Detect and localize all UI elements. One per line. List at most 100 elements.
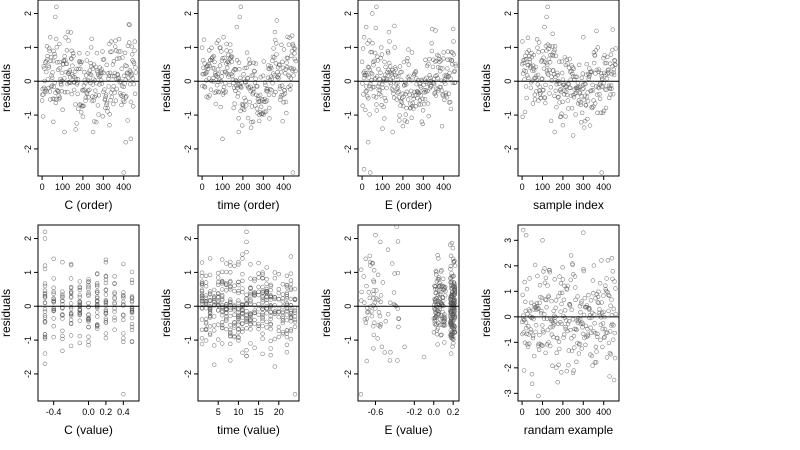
- data-point: [103, 94, 108, 99]
- x-tick-label: 100: [55, 182, 70, 192]
- data-point: [520, 292, 525, 298]
- data-point: [572, 345, 577, 350]
- x-tick-label: 200: [235, 182, 250, 192]
- data-point: [203, 284, 209, 289]
- data-point: [536, 347, 542, 352]
- data-point: [402, 344, 407, 349]
- data-point: [64, 48, 70, 53]
- data-point: [571, 368, 576, 373]
- data-point: [94, 50, 100, 56]
- data-point: [592, 360, 598, 365]
- data-point: [605, 54, 610, 60]
- data-point: [606, 293, 612, 298]
- data-point: [540, 323, 545, 328]
- data-point: [280, 314, 285, 319]
- data-point: [371, 332, 376, 338]
- data-point: [557, 290, 563, 296]
- data-point: [566, 106, 571, 111]
- data-point: [543, 82, 548, 88]
- data-point: [121, 317, 126, 322]
- data-point: [555, 380, 560, 385]
- data-point: [288, 327, 294, 332]
- data-point: [60, 305, 65, 310]
- data-point: [133, 65, 138, 70]
- data-point: [229, 59, 235, 64]
- data-point: [534, 301, 539, 306]
- data-point: [256, 284, 261, 290]
- data-point: [240, 315, 245, 320]
- data-point: [396, 89, 401, 94]
- data-point: [429, 84, 434, 89]
- data-point: [280, 282, 285, 287]
- data-point: [203, 306, 209, 311]
- data-point: [587, 306, 592, 311]
- data-point: [545, 72, 551, 77]
- data-point: [68, 343, 74, 349]
- data-point: [382, 95, 388, 101]
- data-point: [95, 103, 101, 108]
- data-point: [256, 301, 261, 307]
- data-point: [109, 49, 114, 54]
- data-point: [248, 299, 253, 304]
- data-point: [68, 276, 74, 281]
- data-point: [448, 310, 454, 315]
- data-point: [47, 89, 53, 94]
- data-point: [421, 101, 427, 107]
- data-point: [392, 271, 397, 276]
- data-point: [268, 282, 273, 287]
- data-point: [388, 82, 394, 87]
- data-point: [260, 306, 265, 311]
- data-point: [371, 288, 376, 293]
- data-point: [589, 330, 594, 335]
- data-point: [368, 49, 373, 55]
- data-point: [62, 76, 67, 81]
- data-point: [56, 89, 61, 94]
- data-point: [597, 96, 603, 102]
- data-point: [368, 170, 373, 175]
- data-point: [433, 297, 438, 302]
- data-point: [94, 326, 100, 331]
- data-point: [220, 136, 225, 142]
- data-point: [271, 46, 276, 51]
- data-point: [395, 270, 401, 276]
- data-point: [570, 262, 575, 267]
- data-point: [230, 77, 236, 83]
- data-point: [113, 98, 119, 103]
- data-point: [251, 60, 256, 65]
- data-point: [112, 309, 117, 314]
- data-point: [451, 26, 456, 32]
- data-point: [600, 76, 605, 81]
- x-tick-label: 300: [576, 182, 591, 192]
- data-point: [573, 326, 579, 332]
- data-point: [586, 292, 591, 298]
- data-point: [363, 320, 369, 325]
- data-point: [98, 78, 104, 83]
- data-point: [564, 368, 569, 374]
- data-point: [605, 67, 611, 73]
- data-point: [86, 277, 91, 282]
- data-point: [376, 66, 381, 72]
- data-point: [268, 353, 273, 358]
- data-point: [49, 75, 55, 81]
- data-point: [420, 108, 426, 113]
- data-point: [369, 78, 374, 83]
- x-tick-label: 200: [555, 182, 570, 192]
- data-point: [612, 330, 617, 336]
- data-point: [520, 114, 525, 120]
- data-point: [248, 341, 253, 346]
- plot-frame: [37, 0, 140, 177]
- data-point: [579, 299, 584, 304]
- data-point: [606, 308, 611, 314]
- data-point: [292, 46, 298, 52]
- data-point: [253, 76, 258, 81]
- data-point: [228, 270, 233, 275]
- data-point: [207, 315, 213, 320]
- data-point: [523, 320, 529, 325]
- data-point: [280, 296, 285, 301]
- data-point: [451, 259, 456, 264]
- data-point: [205, 66, 211, 72]
- data-point: [432, 321, 437, 326]
- data-point: [520, 227, 526, 233]
- data-point: [611, 70, 616, 75]
- data-point: [438, 269, 444, 274]
